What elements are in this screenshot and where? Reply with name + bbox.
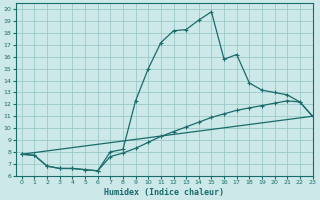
- X-axis label: Humidex (Indice chaleur): Humidex (Indice chaleur): [104, 188, 224, 197]
